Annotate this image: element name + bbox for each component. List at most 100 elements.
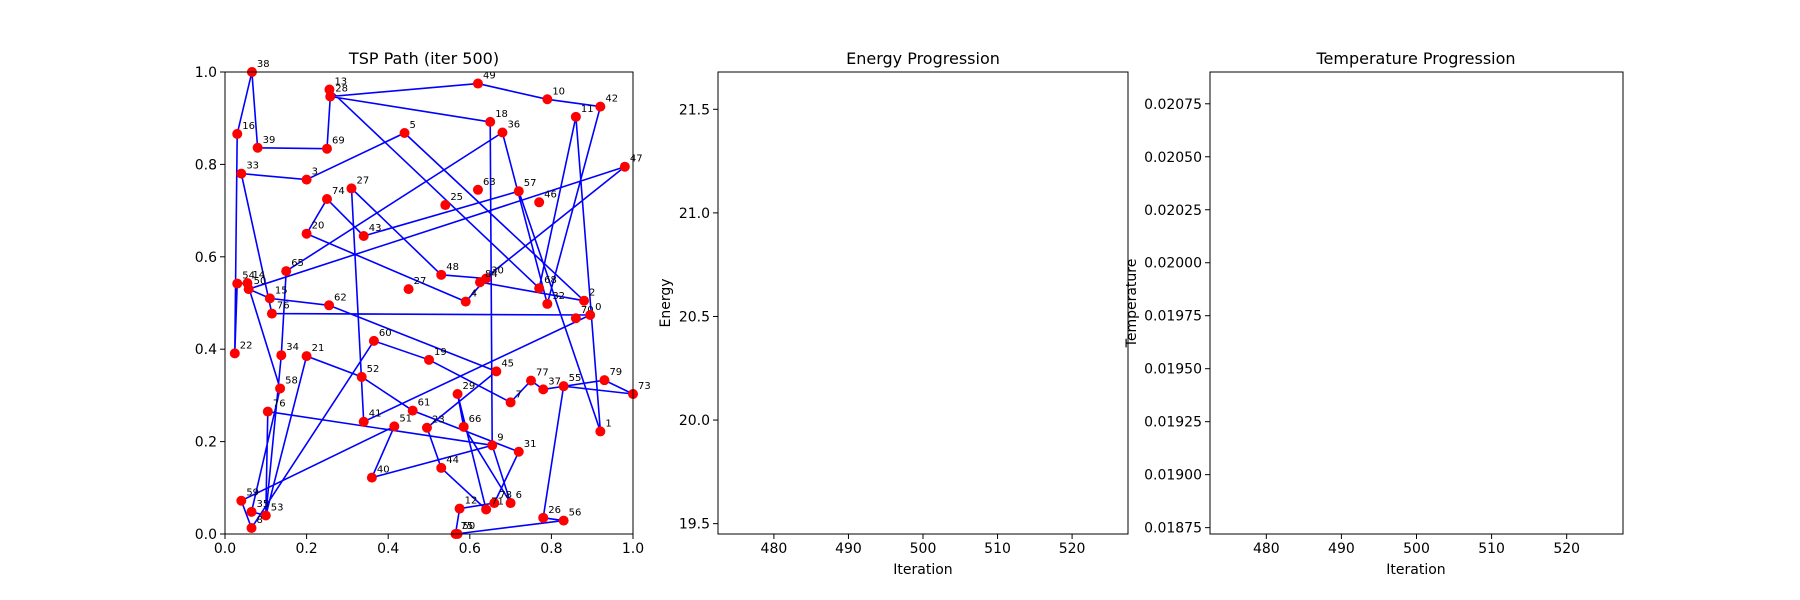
city-point [526,375,536,386]
y-axis-label: Energy [658,278,674,327]
city-label: 25 [450,192,463,203]
x-tick-label: 0.4 [377,541,399,557]
city-label: 35 [257,499,270,510]
city-label: 1 [605,418,611,429]
city-point [266,308,277,319]
city-label: 53 [271,503,284,514]
city-point [301,174,312,185]
city-point [595,426,606,437]
city-label: 37 [548,376,561,387]
city-point [358,416,369,427]
city-point [368,335,379,346]
city-label: 45 [501,358,514,369]
city-label: 27 [414,276,427,287]
city-label: 40 [377,465,390,476]
city-label: 75 [461,521,474,532]
city-label: 47 [630,154,643,165]
city-point [440,200,451,211]
city-label: 5 [410,120,416,131]
city-point [243,284,254,295]
city-label: 71 [491,497,504,508]
city-point [322,143,332,154]
city-label: 6 [516,490,522,501]
x-axis-label: Iteration [1386,562,1445,578]
city-label: 62 [334,292,347,303]
city-label: 11 [581,104,594,115]
city-point [246,522,257,533]
city-label: 12 [465,496,478,507]
city-point [275,383,286,394]
city-point [538,512,549,523]
city-label: 44 [446,455,459,466]
city-point [534,283,545,294]
city-point [485,116,496,127]
city-label: 26 [548,505,561,516]
city-label: 43 [369,223,382,234]
city-label: 18 [495,109,508,120]
x-tick-label: 500 [910,541,937,557]
y-tick-label: 20.5 [679,309,710,325]
city-point [236,495,247,506]
city-label: 7 [516,389,522,400]
city-label: 46 [544,189,557,200]
city-point [236,168,247,179]
city-label: 14 [252,270,265,281]
y-tick-label: 0.8 [195,157,217,173]
city-label: 69 [332,136,345,147]
y-tick-label: 0.01950 [1144,362,1202,378]
city-label: 59 [246,488,259,499]
city-label: 52 [367,364,380,375]
city-label: 66 [469,414,482,425]
city-label: 76 [273,399,286,410]
city-point [454,503,465,514]
city-label: 58 [285,375,298,386]
city-point [475,277,485,288]
city-point [505,498,516,509]
y-tick-label: 0.02000 [1144,256,1202,272]
city-point [246,506,257,517]
x-tick-label: 510 [1478,541,1505,557]
y-axis-ticks: 0.0 0.2 0.4 0.6 0.8 1.0 [195,65,225,543]
city-point [558,515,569,526]
city-label: 9 [497,432,503,443]
city-point [229,348,240,359]
city-label: 13 [334,77,347,88]
y-tick-label: 0.02075 [1144,97,1202,113]
city-label: 10 [552,86,565,97]
x-tick-label: 510 [984,541,1011,557]
city-label: 33 [246,161,259,172]
x-tick-label: 520 [1553,541,1580,557]
city-label: 77 [536,368,549,379]
city-label: 15 [275,285,288,296]
city-label: 55 [569,373,582,384]
chart-title: Energy Progression [846,49,1000,68]
city-label: 27 [356,175,369,186]
city-label: 39 [263,135,276,146]
city-point [356,371,367,382]
y-tick-label: 19.5 [679,517,710,533]
city-point [281,266,292,277]
x-tick-label: 0.6 [459,541,481,557]
x-tick-label: 480 [1253,541,1280,557]
city-point [570,313,581,324]
city-point [585,310,596,321]
y-tick-label: 0.2 [195,435,217,451]
axes-frame [1209,71,1624,535]
city-point [346,183,357,194]
city-label: 0 [595,302,601,313]
city-point [232,128,243,139]
city-label: 74 [332,186,345,197]
y-tick-label: 21.5 [679,102,710,118]
temperature-chart: Temperature Progression 480 490 500 510 520 … [1124,49,1624,578]
city-point [472,184,483,195]
city-point [458,421,469,432]
y-tick-label: 21.0 [679,206,710,222]
city-label: 79 [609,367,622,378]
city-point [538,384,549,395]
city-point [534,197,545,208]
city-point [264,293,275,304]
city-label: 56 [569,508,582,519]
city-label: 8 [257,515,263,526]
city-label: 3 [312,167,318,178]
city-label: 49 [483,71,496,82]
